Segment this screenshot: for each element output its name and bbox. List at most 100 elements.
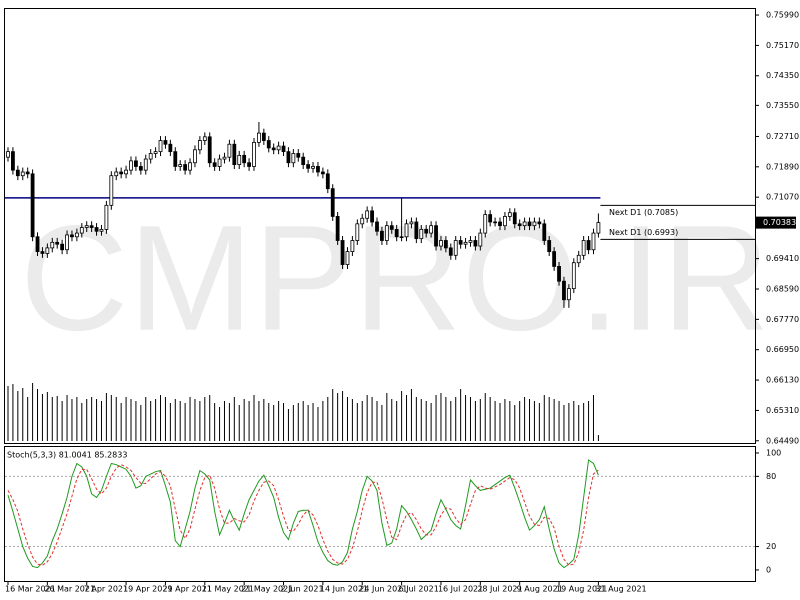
candle-body: [11, 151, 15, 171]
candle-body: [542, 223, 547, 241]
y-tick-label: 80: [766, 472, 776, 481]
candle-body: [335, 216, 340, 241]
candle-body: [119, 171, 124, 175]
candle-body: [365, 210, 370, 219]
candle-body: [488, 214, 493, 223]
price-label: 0.70383: [763, 218, 796, 227]
candle-body: [473, 240, 478, 247]
candle-body: [178, 164, 183, 167]
stoch-line: [7, 464, 599, 566]
y-tick-label: 0: [766, 565, 771, 574]
y-tick-label: 0.69410: [766, 254, 799, 263]
candle-body: [89, 225, 94, 228]
candle-body: [35, 236, 40, 252]
candle-body: [40, 251, 45, 254]
candle-body: [6, 151, 10, 158]
candle-body: [498, 221, 502, 227]
candle-body: [301, 156, 306, 165]
candle-body: [232, 143, 237, 165]
candle-body: [99, 228, 104, 232]
candle-body: [375, 221, 379, 232]
candle-body: [79, 227, 84, 234]
x-tick-label: 9 Aug 2021: [517, 585, 563, 594]
candle-body: [330, 188, 335, 217]
x-tick-label: 14 Jun 2021: [320, 585, 368, 594]
y-tick-label: 0.71070: [766, 193, 799, 202]
candle-body: [173, 151, 178, 167]
candle-body: [320, 171, 325, 175]
x-tick-label: 19 Apr 2021: [123, 585, 172, 594]
candle-body: [306, 164, 311, 169]
x-tick-label: 16 Mar 2021: [5, 585, 56, 594]
x-tick-label: 6 Jul 2021: [399, 585, 439, 594]
candle-body: [453, 240, 458, 256]
candle-body: [286, 151, 291, 164]
x-tick-label: 28 Jul 2021: [477, 585, 522, 594]
candle-body: [74, 232, 79, 238]
candle-body: [104, 204, 109, 230]
candle-body: [114, 171, 119, 177]
candle-body: [439, 240, 443, 247]
candle-body: [296, 153, 301, 158]
candle-body: [94, 227, 99, 232]
plot-layer: 0.75990 0.75170 0.74350 0.73550 0.72710 0.718…: [5, 11, 799, 594]
candle-body: [586, 240, 591, 251]
x-tick-label: 21 May 2021: [241, 585, 293, 594]
candle-body: [404, 223, 409, 238]
y-tick-label: 0.67770: [766, 315, 799, 324]
candle-body: [493, 221, 497, 224]
y-tick-label: 0.68590: [766, 284, 799, 293]
candle-body: [360, 217, 365, 225]
candle-body: [109, 175, 114, 206]
candle-body: [355, 223, 360, 241]
candle-body: [394, 228, 399, 238]
candle-body: [458, 240, 463, 245]
candle-body: [566, 288, 571, 301]
candle-body: [202, 136, 207, 141]
candle-body: [84, 225, 89, 228]
candle-body: [15, 169, 20, 177]
candle-body: [60, 243, 65, 251]
y-tick-label: 0.64490: [766, 436, 799, 445]
candle-body: [316, 166, 320, 173]
candle-body: [65, 234, 69, 251]
x-tick-label: 7 Apr 2021: [84, 585, 128, 594]
x-tick-label: 11 May 2021: [202, 585, 254, 594]
candle-body: [193, 149, 197, 164]
candle-body: [532, 221, 537, 227]
level-label: Next D1 (0.6993): [609, 228, 678, 237]
candle-body: [571, 262, 576, 290]
candle-body: [468, 240, 473, 243]
candle-body: [340, 240, 345, 265]
y-tick-label: 0.74350: [766, 71, 799, 80]
candle-body: [124, 169, 128, 175]
stoch-line: [7, 459, 599, 569]
candle-body: [291, 153, 296, 164]
candle-body: [537, 221, 542, 225]
candle-body: [380, 230, 384, 241]
candle-body: [345, 251, 350, 265]
candle-body: [281, 145, 286, 153]
candle-body: [25, 171, 30, 175]
y-tick-label: 20: [766, 542, 776, 551]
candle-body: [429, 225, 434, 234]
watermark-layer: CMPRO.IR: [20, 194, 770, 362]
candle-body: [30, 173, 35, 238]
candle-body: [424, 228, 429, 234]
candle-body: [581, 240, 586, 256]
candle-body: [197, 140, 202, 151]
y-tick-label: 0.75990: [766, 11, 799, 20]
y-tick-label: 0.65310: [766, 406, 799, 415]
candle-body: [70, 234, 74, 238]
main-frame: [4, 8, 756, 444]
candle-body: [247, 162, 251, 167]
candle-body: [311, 166, 315, 169]
candle-body: [257, 132, 261, 143]
candle-body: [443, 240, 448, 249]
candle-body: [478, 232, 483, 247]
candle-body: [138, 166, 143, 171]
candle-body: [276, 145, 281, 151]
watermark: CMPRO.IR: [20, 194, 770, 362]
